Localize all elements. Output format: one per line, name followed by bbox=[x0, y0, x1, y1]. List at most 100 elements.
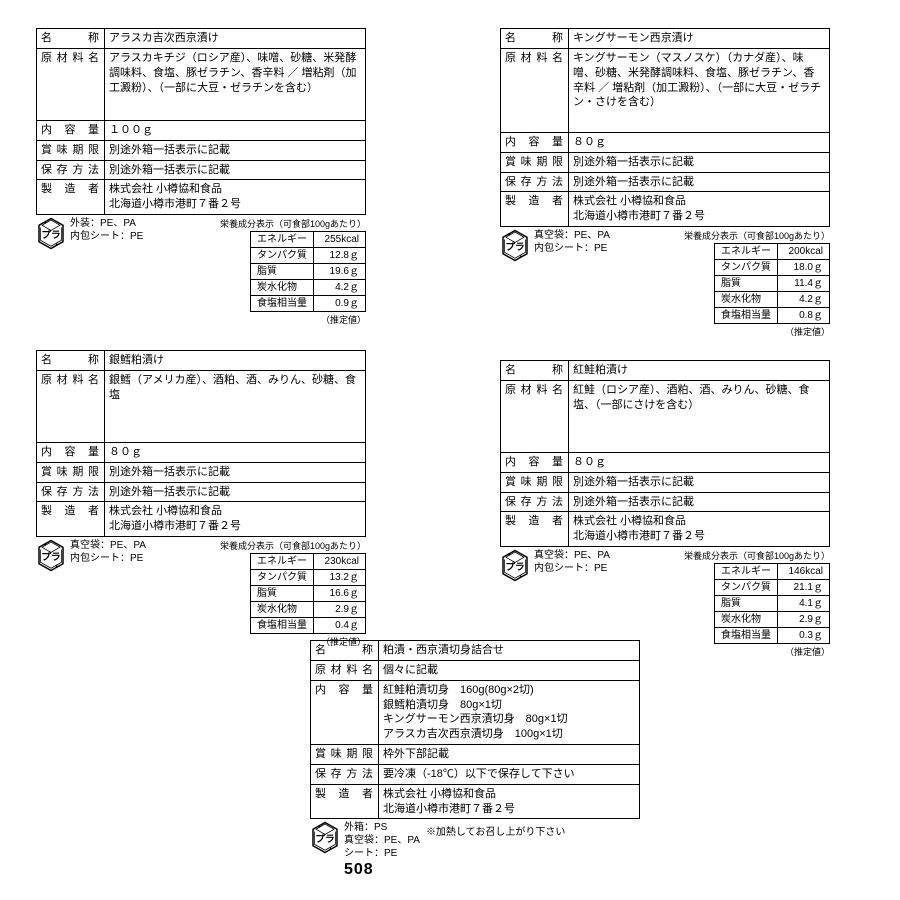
n-val: 13.2ｇ bbox=[314, 570, 366, 586]
n-lbl: エネルギー bbox=[251, 554, 314, 570]
plastic-recycle-icon bbox=[310, 821, 340, 854]
row-vol-hdr: 内 容 量 bbox=[37, 442, 105, 462]
row-ing-hdr: 原材料名 bbox=[501, 380, 569, 452]
spec-table: 名 称 キングサーモン西京漬け 原材料名 キングサーモン（マスノスケ）（カナダ産… bbox=[500, 28, 830, 227]
row-mk-val: 株式会社 小樽協和食品 北海道小樽市港町７番２号 bbox=[105, 502, 366, 537]
row-bb-val: 別途外箱一括表示に記載 bbox=[105, 140, 366, 160]
row-ing-val: 個々に記載 bbox=[379, 660, 640, 680]
row-name-hdr: 名 称 bbox=[37, 351, 105, 371]
nutrition-table: エネルギー230kcal タンパク質13.2ｇ 脂質16.6ｇ 炭水化物2.9ｇ… bbox=[250, 553, 366, 634]
n-val: 16.6ｇ bbox=[314, 586, 366, 602]
pkg-line: 内包シート：PE bbox=[534, 562, 610, 575]
panel-gindara: 名 称 銀鱈粕漬け 原材料名 銀鱈（アメリカ産）、酒粕、酒、みりん、砂糖、食塩 … bbox=[36, 350, 366, 648]
row-vol-val: ８０ｇ bbox=[105, 442, 366, 462]
row-mk-val: 株式会社 小樽協和食品 北海道小樽市港町７番２号 bbox=[379, 784, 640, 819]
n-val: 4.2ｇ bbox=[778, 292, 830, 308]
row-mk-hdr: 製 造 者 bbox=[311, 784, 379, 819]
nutrition-block: 栄養成分表示（可食部100gあたり） エネルギー200kcal タンパク質18.… bbox=[616, 229, 830, 338]
row-name-val: 銀鱈粕漬け bbox=[105, 351, 366, 371]
row-st-hdr: 保存方法 bbox=[501, 492, 569, 512]
n-val: 11.4ｇ bbox=[778, 276, 830, 292]
row-name-hdr: 名 称 bbox=[311, 641, 379, 661]
nutrition-heading: 栄養成分表示（可食部100gあたり） bbox=[684, 549, 830, 562]
row-name-hdr: 名 称 bbox=[501, 361, 569, 381]
estimate-note: （推定値） bbox=[785, 645, 830, 658]
pkg-line: 外箱：PS bbox=[344, 821, 420, 834]
row-mk-val: 株式会社 小樽協和食品 北海道小樽市港町７番２号 bbox=[569, 512, 830, 547]
n-lbl: 食塩相当量 bbox=[251, 296, 314, 312]
n-val: 0.3ｇ bbox=[778, 628, 830, 644]
row-mk-hdr: 製 造 者 bbox=[37, 502, 105, 537]
n-val: 4.1ｇ bbox=[778, 596, 830, 612]
row-st-hdr: 保存方法 bbox=[501, 172, 569, 192]
row-bb-hdr: 賞味期限 bbox=[37, 462, 105, 482]
row-ing-val: 銀鱈（アメリカ産）、酒粕、酒、みりん、砂糖、食塩 bbox=[105, 370, 366, 442]
n-lbl: タンパク質 bbox=[715, 260, 778, 276]
pkg-line: シート：PE bbox=[344, 847, 420, 860]
pkg-line: 真空袋：PE、PA bbox=[70, 539, 146, 552]
spec-table: 名 称 アラスカ吉次西京漬け 原材料名 アラスカキチジ（ロシア産）、味噌、砂糖、… bbox=[36, 28, 366, 215]
n-val: 230kcal bbox=[314, 554, 366, 570]
row-ing-hdr: 原材料名 bbox=[501, 48, 569, 132]
product-code: 508 bbox=[344, 860, 420, 881]
row-st-hdr: 保存方法 bbox=[37, 160, 105, 180]
row-vol-hdr: 内 容 量 bbox=[501, 452, 569, 472]
row-vol-hdr: 内 容 量 bbox=[311, 680, 379, 744]
row-bb-hdr: 賞味期限 bbox=[37, 140, 105, 160]
nutrition-block: 栄養成分表示（可食部100gあたり） エネルギー230kcal タンパク質13.… bbox=[152, 539, 366, 648]
row-vol-val: １００ｇ bbox=[105, 120, 366, 140]
n-val: 19.6ｇ bbox=[314, 264, 366, 280]
row-vol-val: 紅鮭粕漬切身 160g(80g×2切) 銀鱈粕漬切身 80g×1切 キングサーモ… bbox=[379, 680, 640, 744]
row-name-val: 紅鮭粕漬け bbox=[569, 361, 830, 381]
maker-addr: 北海道小樽市港町７番２号 bbox=[109, 197, 361, 212]
row-mk-hdr: 製 造 者 bbox=[501, 192, 569, 227]
n-val: 0.9ｇ bbox=[314, 296, 366, 312]
nutrition-table: エネルギー200kcal タンパク質18.0ｇ 脂質11.4ｇ 炭水化物4.2ｇ… bbox=[714, 243, 830, 324]
n-lbl: エネルギー bbox=[715, 564, 778, 580]
n-val: 146kcal bbox=[778, 564, 830, 580]
row-ing-val: 紅鮭（ロシア産）、酒粕、酒、みりん、砂糖、食塩、（一部にさけを含む） bbox=[569, 380, 830, 452]
n-val: 200kcal bbox=[778, 244, 830, 260]
maker-addr: 北海道小樽市港町７番２号 bbox=[109, 519, 361, 534]
nutrition-table: エネルギー255kcal タンパク質12.8ｇ 脂質19.6ｇ 炭水化物4.2ｇ… bbox=[250, 231, 366, 312]
row-bb-val: 別途外箱一括表示に記載 bbox=[569, 472, 830, 492]
nutrition-heading: 栄養成分表示（可食部100gあたり） bbox=[220, 539, 366, 552]
row-st-val: 要冷凍（-18℃）以下で保存して下さい bbox=[379, 764, 640, 784]
row-bb-hdr: 賞味期限 bbox=[501, 152, 569, 172]
n-val: 255kcal bbox=[314, 232, 366, 248]
spec-table: 名 称 紅鮭粕漬け 原材料名 紅鮭（ロシア産）、酒粕、酒、みりん、砂糖、食塩、（… bbox=[500, 360, 830, 547]
pkg-line: 外装：PE、PA bbox=[70, 217, 143, 230]
panel-king-salmon: 名 称 キングサーモン西京漬け 原材料名 キングサーモン（マスノスケ）（カナダ産… bbox=[500, 28, 830, 338]
n-lbl: タンパク質 bbox=[251, 248, 314, 264]
row-ing-hdr: 原材料名 bbox=[37, 48, 105, 120]
n-lbl: タンパク質 bbox=[715, 580, 778, 596]
spec-table: 名 称 銀鱈粕漬け 原材料名 銀鱈（アメリカ産）、酒粕、酒、みりん、砂糖、食塩 … bbox=[36, 350, 366, 537]
estimate-note: （推定値） bbox=[321, 313, 366, 326]
row-bb-val: 別途外箱一括表示に記載 bbox=[105, 462, 366, 482]
vol-line: アラスカ吉次西京漬切身 100g×1切 bbox=[383, 727, 635, 742]
n-val: 18.0ｇ bbox=[778, 260, 830, 276]
row-vol-val: ８０ｇ bbox=[569, 452, 830, 472]
row-st-val: 別途外箱一括表示に記載 bbox=[105, 482, 366, 502]
plastic-recycle-icon bbox=[500, 229, 530, 262]
panel-kichiji: 名 称 アラスカ吉次西京漬け 原材料名 アラスカキチジ（ロシア産）、味噌、砂糖、… bbox=[36, 28, 366, 326]
n-lbl: エネルギー bbox=[715, 244, 778, 260]
maker-addr: 北海道小樽市港町７番２号 bbox=[573, 529, 825, 544]
plastic-recycle-icon bbox=[36, 217, 66, 250]
n-val: 21.1ｇ bbox=[778, 580, 830, 596]
n-val: 0.4ｇ bbox=[314, 618, 366, 634]
row-mk-hdr: 製 造 者 bbox=[501, 512, 569, 547]
row-mk-val: 株式会社 小樽協和食品 北海道小樽市港町７番２号 bbox=[105, 180, 366, 215]
n-lbl: 脂質 bbox=[251, 264, 314, 280]
n-val: 4.2ｇ bbox=[314, 280, 366, 296]
vol-line: 紅鮭粕漬切身 160g(80g×2切) bbox=[383, 683, 635, 698]
estimate-note: （推定値） bbox=[785, 325, 830, 338]
recycle-mark: 真空袋：PE、PA 内包シート：PE bbox=[36, 539, 146, 572]
row-name-val: 粕漬・西京漬切身詰合せ bbox=[379, 641, 640, 661]
nutrition-heading: 栄養成分表示（可食部100gあたり） bbox=[684, 229, 830, 242]
pkg-line: 真空袋：PE、PA bbox=[534, 549, 610, 562]
spec-table: 名 称 粕漬・西京漬切身詰合せ 原材料名 個々に記載 内 容 量 紅鮭粕漬切身 … bbox=[310, 640, 640, 819]
n-lbl: 食塩相当量 bbox=[251, 618, 314, 634]
row-name-val: アラスカ吉次西京漬け bbox=[105, 29, 366, 49]
panel-benizake: 名 称 紅鮭粕漬け 原材料名 紅鮭（ロシア産）、酒粕、酒、みりん、砂糖、食塩、（… bbox=[500, 360, 830, 658]
